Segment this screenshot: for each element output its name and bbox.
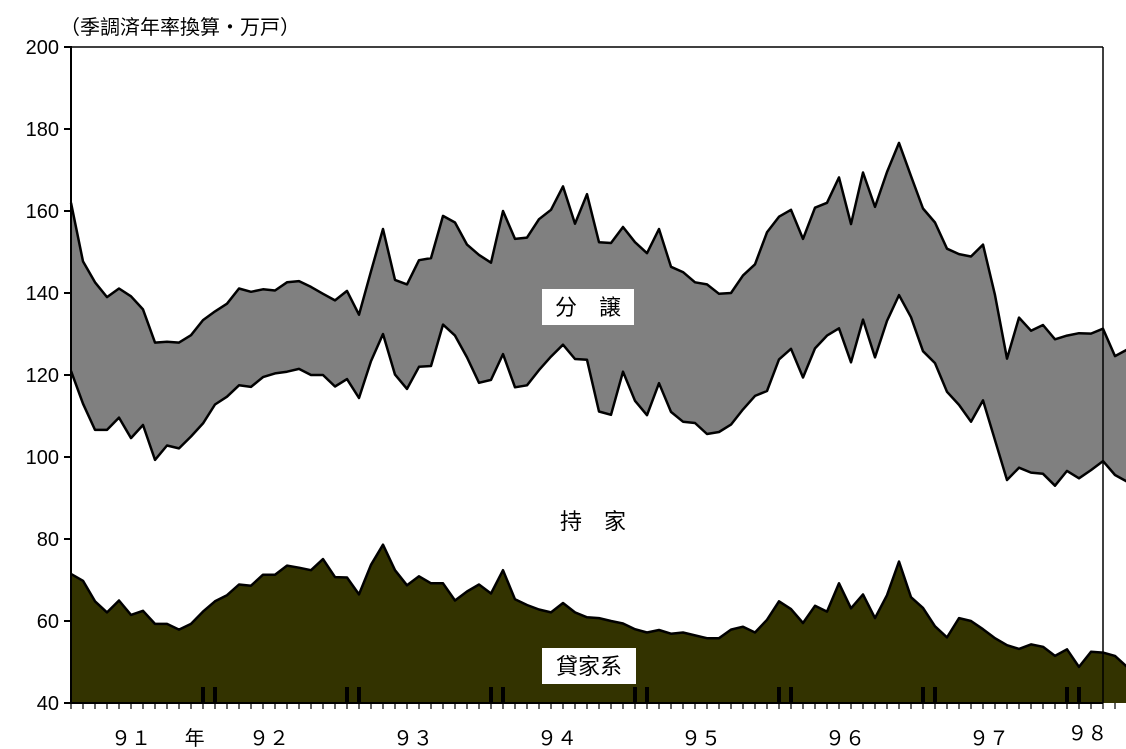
y-tick-label: 200 (26, 37, 59, 59)
x-tick-label: ９８ (1067, 723, 1107, 745)
x-tick-label: 年 (185, 727, 205, 749)
x-tick-label: ９２ (249, 728, 289, 749)
condo-label-box: 分 譲 (542, 289, 634, 325)
rental-region-label: 貸家系 (556, 655, 622, 680)
x-tick-label: ９１ (111, 728, 151, 749)
x-tick-label: ９５ (681, 728, 721, 749)
owner-region-label: 持 家 (560, 510, 626, 535)
y-axis-ticks: 200 180 160 140 120 100 80 60 40 (26, 37, 71, 715)
y-tick-label: 160 (26, 201, 59, 223)
x-tick-label: ９７ (969, 728, 1009, 749)
x-tick-label: ９４ (537, 728, 577, 749)
x-tick-label: ９６ (825, 728, 865, 749)
rental-label-box: 貸家系 (542, 648, 636, 684)
y-tick-label: 80 (37, 529, 59, 551)
y-tick-label: 40 (37, 693, 59, 715)
unit-label: （季調済年率換算・万戸） (60, 15, 300, 39)
y-tick-label: 140 (26, 283, 59, 305)
x-tick-label: ９３ (393, 728, 433, 749)
y-tick-label: 120 (26, 365, 59, 387)
y-tick-label: 100 (26, 447, 59, 469)
y-tick-label: 180 (26, 119, 59, 141)
condo-region-label: 分 譲 (555, 296, 621, 321)
y-tick-label: 60 (37, 611, 59, 633)
stacked-areas (71, 143, 1126, 703)
